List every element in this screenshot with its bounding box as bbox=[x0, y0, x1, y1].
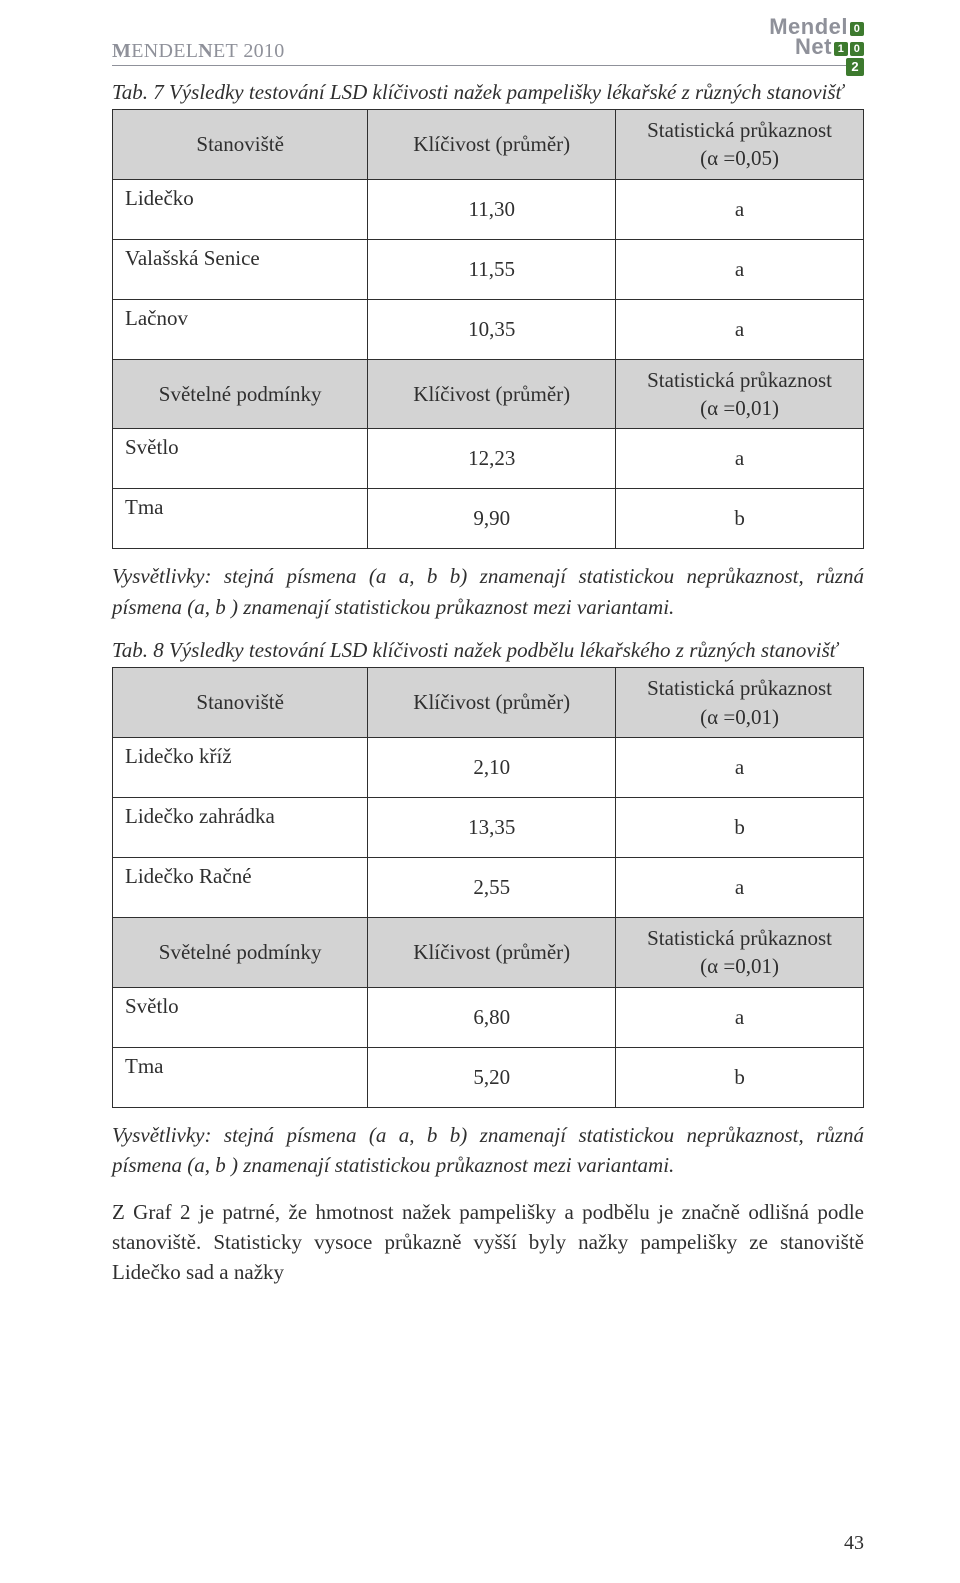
col-header: Statistická průkaznost (α =0,01) bbox=[616, 359, 864, 429]
logo-text-2: Net bbox=[795, 34, 832, 59]
logo-line-2: Net10 bbox=[769, 36, 864, 58]
cell: Tma bbox=[113, 489, 368, 549]
cell: Světlo bbox=[113, 429, 368, 489]
cell: 12,23 bbox=[368, 429, 616, 489]
table-row: Lidečko Račné 2,55 a bbox=[113, 857, 864, 917]
cell: a bbox=[616, 239, 864, 299]
table-row: Tma 9,90 b bbox=[113, 489, 864, 549]
table-row: Tma 5,20 b bbox=[113, 1047, 864, 1107]
table-7-caption: Tab. 7 Výsledky testování LSD klíčivosti… bbox=[112, 80, 864, 105]
col-header-line-1: Statistická průkaznost bbox=[647, 926, 832, 950]
logo: Mendel0 Net10 2 bbox=[769, 16, 864, 77]
cell: a bbox=[616, 299, 864, 359]
table-row: Lidečko 11,30 a bbox=[113, 179, 864, 239]
table-subheader-row: Světelné podmínky Klíčivost (průměr) Sta… bbox=[113, 917, 864, 987]
cell: b bbox=[616, 489, 864, 549]
cell: Tma bbox=[113, 1047, 368, 1107]
col-header: Klíčivost (průměr) bbox=[368, 917, 616, 987]
cell: Valašská Senice bbox=[113, 239, 368, 299]
table-subheader-row: Světelné podmínky Klíčivost (průměr) Sta… bbox=[113, 359, 864, 429]
col-header: Stanoviště bbox=[113, 110, 368, 180]
col-header-line-2: (α =0,01) bbox=[700, 705, 779, 729]
col-header: Statistická průkaznost (α =0,05) bbox=[616, 110, 864, 180]
col-header: Statistická průkaznost (α =0,01) bbox=[616, 917, 864, 987]
cell: Lidečko kříž bbox=[113, 737, 368, 797]
col-header-line-1: Statistická průkaznost bbox=[647, 368, 832, 392]
cell: 10,35 bbox=[368, 299, 616, 359]
cell: a bbox=[616, 429, 864, 489]
cell: Lidečko bbox=[113, 179, 368, 239]
logo-badge: 0 bbox=[850, 42, 864, 56]
cell: 2,55 bbox=[368, 857, 616, 917]
running-header: MENDELNET 2010 bbox=[112, 40, 864, 66]
col-header-line-2: (α =0,05) bbox=[700, 146, 779, 170]
col-header: Klíčivost (průměr) bbox=[368, 668, 616, 738]
table-8-explanation: Vysvětlivky: stejná písmena (a a, b b) z… bbox=[112, 1120, 864, 1181]
table-row: Lidečko zahrádka 13,35 b bbox=[113, 797, 864, 857]
col-header-line-1: Statistická průkaznost bbox=[647, 118, 832, 142]
cell: b bbox=[616, 1047, 864, 1107]
page-header: MENDELNET 2010 bbox=[112, 40, 864, 66]
cell: a bbox=[616, 987, 864, 1047]
cell: 13,35 bbox=[368, 797, 616, 857]
cell: a bbox=[616, 179, 864, 239]
table-row: Světlo 12,23 a bbox=[113, 429, 864, 489]
table-header-row: Stanoviště Klíčivost (průměr) Statistick… bbox=[113, 110, 864, 180]
body-paragraph: Z Graf 2 je patrné, že hmotnost nažek pa… bbox=[112, 1197, 864, 1288]
cell: Světlo bbox=[113, 987, 368, 1047]
col-header-line-1: Statistická průkaznost bbox=[647, 676, 832, 700]
table-8: Stanoviště Klíčivost (průměr) Statistick… bbox=[112, 667, 864, 1107]
table-7-explanation: Vysvětlivky: stejná písmena (a a, b b) z… bbox=[112, 561, 864, 622]
logo-badge: 2 bbox=[846, 58, 864, 76]
col-header: Klíčivost (průměr) bbox=[368, 110, 616, 180]
table-header-row: Stanoviště Klíčivost (průměr) Statistick… bbox=[113, 668, 864, 738]
cell: 11,30 bbox=[368, 179, 616, 239]
cell: Lidečko Račné bbox=[113, 857, 368, 917]
col-header-line-2: (α =0,01) bbox=[700, 396, 779, 420]
col-header-line-2: (α =0,01) bbox=[700, 954, 779, 978]
cell: 5,20 bbox=[368, 1047, 616, 1107]
page-number: 43 bbox=[844, 1532, 864, 1555]
cell: b bbox=[616, 797, 864, 857]
logo-line-3: 2 bbox=[769, 58, 864, 77]
cell: 9,90 bbox=[368, 489, 616, 549]
table-row: Světlo 6,80 a bbox=[113, 987, 864, 1047]
table-row: Lidečko kříž 2,10 a bbox=[113, 737, 864, 797]
page: Mendel0 Net10 2 MENDELNET 2010 Tab. 7 Vý… bbox=[0, 0, 960, 1583]
col-header: Stanoviště bbox=[113, 668, 368, 738]
cell: Lidečko zahrádka bbox=[113, 797, 368, 857]
col-header: Statistická průkaznost (α =0,01) bbox=[616, 668, 864, 738]
cell: 2,10 bbox=[368, 737, 616, 797]
cell: a bbox=[616, 857, 864, 917]
cell: a bbox=[616, 737, 864, 797]
cell: 6,80 bbox=[368, 987, 616, 1047]
table-8-caption: Tab. 8 Výsledky testování LSD klíčivosti… bbox=[112, 638, 864, 663]
table-row: Valašská Senice 11,55 a bbox=[113, 239, 864, 299]
cell: Lačnov bbox=[113, 299, 368, 359]
table-row: Lačnov 10,35 a bbox=[113, 299, 864, 359]
table-7: Stanoviště Klíčivost (průměr) Statistick… bbox=[112, 109, 864, 549]
col-header: Klíčivost (průměr) bbox=[368, 359, 616, 429]
col-header: Světelné podmínky bbox=[113, 917, 368, 987]
col-header: Světelné podmínky bbox=[113, 359, 368, 429]
cell: 11,55 bbox=[368, 239, 616, 299]
logo-badge: 1 bbox=[834, 42, 848, 56]
logo-badge: 0 bbox=[850, 22, 864, 36]
